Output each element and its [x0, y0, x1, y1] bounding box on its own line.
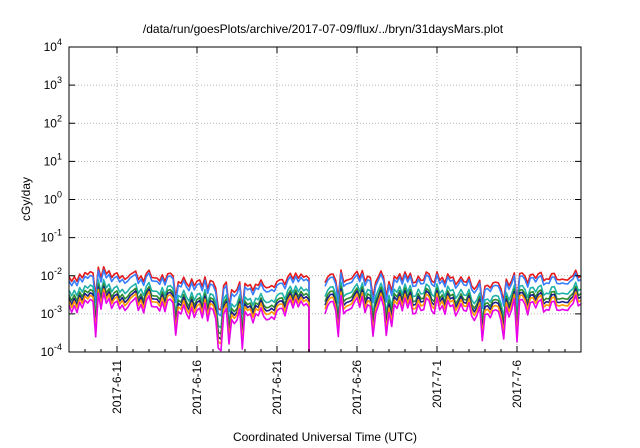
series-line: [68, 283, 582, 352]
y-axis-label: cGy/day: [19, 177, 33, 221]
y-tick-label: 10-3: [41, 304, 62, 321]
y-tick-exponent: -2: [54, 266, 62, 276]
series-line: [68, 278, 582, 352]
y-tick-label: 100: [44, 190, 62, 207]
y-tick-exponent: 2: [57, 113, 62, 123]
chart-title: /data/run/goesPlots/archive/2017-07-09/f…: [143, 22, 504, 36]
y-tick-label: 10-1: [41, 228, 62, 245]
y-tick-mantissa: 10: [41, 269, 55, 283]
x-tick-label: 2017-6-21: [270, 360, 284, 415]
series-group: [68, 266, 582, 352]
y-tick-label: 10-4: [41, 342, 62, 359]
grid: [69, 47, 581, 352]
y-tick-mantissa: 10: [44, 116, 58, 130]
x-axis-label: Coordinated Universal Time (UTC): [233, 430, 417, 444]
series-line: [68, 269, 582, 352]
y-tick-exponent: 1: [57, 151, 62, 161]
x-tick-label: 2017-7-6: [510, 360, 524, 408]
x-tick-label: 2017-6-11: [110, 360, 124, 414]
series-line: [68, 288, 582, 352]
y-tick-label: 10-2: [41, 266, 62, 283]
y-tick-mantissa: 10: [41, 345, 55, 359]
x-tick-label: 2017-7-1: [430, 360, 444, 408]
y-tick-exponent: 4: [57, 37, 62, 47]
y-tick-exponent: -4: [54, 342, 62, 352]
y-tick-mantissa: 10: [41, 307, 55, 321]
y-tick-label: 101: [44, 151, 62, 168]
y-tick-exponent: -3: [54, 304, 62, 314]
y-tick-exponent: 3: [57, 75, 62, 85]
y-tick-exponent: -1: [54, 228, 62, 238]
series-line: [68, 285, 582, 352]
x-tick-label: 2017-6-26: [350, 360, 364, 415]
y-tick-mantissa: 10: [44, 78, 58, 92]
y-tick-mantissa: 10: [44, 40, 58, 54]
x-tick-label: 2017-6-16: [190, 360, 204, 415]
y-tick-mantissa: 10: [44, 154, 58, 168]
y-tick-mantissa: 10: [41, 231, 55, 245]
x-axis: 2017-6-11 2017-6-16 2017-6-21 2017-6-26 2017…: [84, 47, 566, 415]
series-line: [68, 291, 582, 352]
y-tick-label: 104: [44, 37, 62, 54]
series-line: [68, 266, 582, 352]
y-tick-label: 102: [44, 113, 62, 130]
y-tick-mantissa: 10: [44, 193, 58, 207]
y-tick-exponent: 0: [57, 190, 62, 200]
y-tick-label: 103: [44, 75, 62, 92]
